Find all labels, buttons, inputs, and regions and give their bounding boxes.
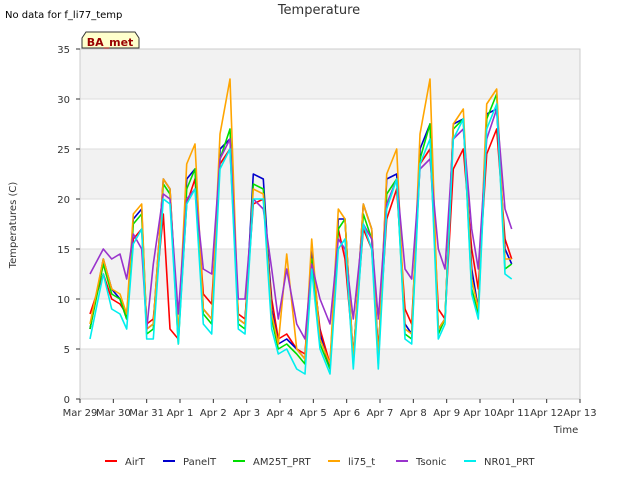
plot-background-bands: [80, 49, 580, 399]
legend-label: Tsonic: [415, 457, 446, 468]
series-line-tsonic: [89, 108, 513, 340]
x-tick-label: Apr 7: [367, 408, 394, 419]
y-tick-label: 5: [64, 345, 70, 356]
y-tick-label: 35: [57, 45, 70, 56]
x-tick-label: Apr 10: [463, 408, 496, 419]
legend-label: li75_t: [348, 457, 375, 468]
plot-band: [80, 249, 580, 299]
series-line-li75-t: [89, 78, 512, 365]
y-axis-ticks: 0 5 10 15 20 25 30 35: [57, 45, 80, 406]
series-line-nr01-prt: [89, 103, 513, 375]
y-tick-label: 20: [57, 195, 70, 206]
no-data-note: No data for f_li77_temp: [5, 10, 122, 21]
ba-met-badge: BA_met: [81, 31, 140, 49]
y-tick-label: 0: [64, 395, 70, 406]
x-tick-label: Apr 8: [400, 408, 427, 419]
x-tick-label: Apr 1: [167, 408, 194, 419]
plot-frame: [79, 48, 581, 400]
x-tick-label: Apr 2: [200, 408, 227, 419]
series-layer: [89, 78, 513, 375]
badge-shape: [81, 31, 140, 49]
y-tick-label: 25: [57, 145, 70, 156]
x-tick-label: Mar 29: [63, 408, 98, 419]
x-tick-label: Mar 31: [129, 408, 164, 419]
plot-band: [80, 99, 580, 149]
x-tick-label: Apr 13: [563, 408, 596, 419]
x-axis-label: Time: [553, 425, 578, 436]
legend-label: NR01_PRT: [484, 457, 535, 468]
x-tick-label: Apr 11: [497, 408, 530, 419]
legend: AirT PanelT AM25T_PRT li75_t Tsonic NR01_PRT: [105, 457, 535, 468]
x-tick-label: Apr 9: [433, 408, 460, 419]
y-tick-label: 30: [57, 95, 70, 106]
x-tick-label: Apr 6: [333, 408, 360, 419]
plot-band: [80, 49, 580, 99]
badge-label: BA_met: [87, 36, 134, 49]
x-tick-label: Apr 12: [530, 408, 563, 419]
y-tick-label: 15: [57, 245, 70, 256]
legend-label: AM25T_PRT: [253, 457, 312, 468]
y-tick-label: 10: [57, 295, 70, 306]
y-axis-label: Temperatures (C): [8, 182, 19, 270]
x-tick-label: Apr 5: [300, 408, 327, 419]
plot-band: [80, 149, 580, 199]
legend-label: AirT: [125, 457, 146, 468]
legend-label: PanelT: [183, 457, 217, 468]
x-tick-label: Apr 3: [233, 408, 260, 419]
chart-title: Temperature: [277, 3, 360, 18]
x-tick-label: Mar 30: [96, 408, 131, 419]
x-tick-label: Apr 4: [267, 408, 294, 419]
